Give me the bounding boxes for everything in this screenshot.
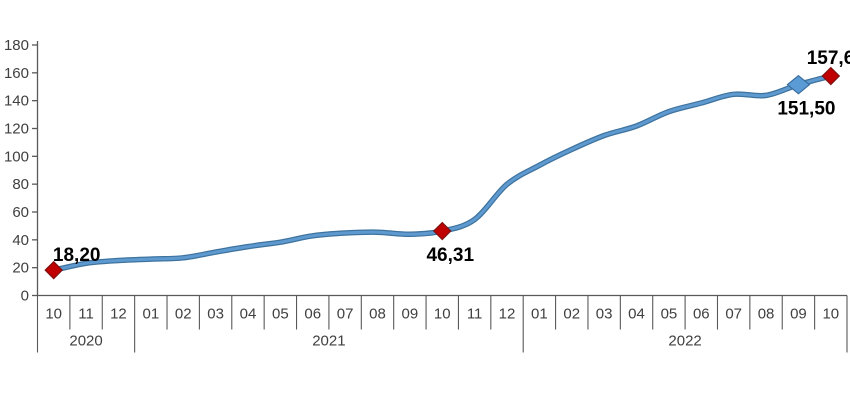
month-label: 05 — [661, 306, 678, 323]
series-line — [52, 74, 833, 272]
month-label: 09 — [402, 306, 419, 323]
red-diamond-marker — [44, 260, 64, 280]
month-label: 08 — [369, 306, 386, 323]
month-label: 08 — [758, 306, 775, 323]
month-label: 12 — [110, 306, 127, 323]
y-tick-label: 60 — [12, 204, 29, 221]
blue-diamond-marker — [786, 74, 811, 95]
month-label: 10 — [434, 306, 451, 323]
month-label: 04 — [240, 306, 257, 323]
red-diamond-marker — [821, 66, 841, 86]
month-label: 04 — [628, 306, 645, 323]
month-label: 06 — [304, 306, 321, 323]
year-label: 2022 — [668, 333, 701, 350]
data-label: 151,50 — [777, 99, 835, 120]
month-label: 10 — [45, 306, 62, 323]
series-line-edge — [50, 73, 834, 273]
month-label: 12 — [499, 306, 516, 323]
year-label: 2020 — [69, 333, 102, 350]
y-tick-label: 80 — [12, 176, 29, 193]
month-label: 03 — [207, 306, 224, 323]
data-label: 18,20 — [53, 245, 101, 266]
month-label: 03 — [596, 306, 613, 323]
y-tick-label: 0 — [21, 288, 29, 305]
y-tick-label: 40 — [12, 232, 29, 249]
y-tick-label: 100 — [4, 148, 29, 165]
month-label: 07 — [337, 306, 354, 323]
y-tick-label: 180 — [4, 37, 29, 54]
month-label: 01 — [531, 306, 548, 323]
y-tick-label: 140 — [4, 93, 29, 110]
month-label: 10 — [822, 306, 839, 323]
month-label: 02 — [563, 306, 580, 323]
month-label: 02 — [175, 306, 192, 323]
month-label: 07 — [725, 306, 742, 323]
y-tick-label: 160 — [4, 65, 29, 82]
y-tick-label: 120 — [4, 121, 29, 138]
month-label: 01 — [142, 306, 159, 323]
data-label: 157,69 — [807, 48, 850, 69]
year-label: 2021 — [312, 333, 345, 350]
data-label: 46,31 — [426, 245, 474, 266]
red-diamond-marker — [432, 221, 452, 241]
month-label: 11 — [78, 306, 94, 323]
month-label: 11 — [467, 306, 483, 323]
month-label: 05 — [272, 306, 289, 323]
month-label: 09 — [790, 306, 807, 323]
y-tick-label: 20 — [12, 260, 29, 277]
month-label: 06 — [693, 306, 710, 323]
